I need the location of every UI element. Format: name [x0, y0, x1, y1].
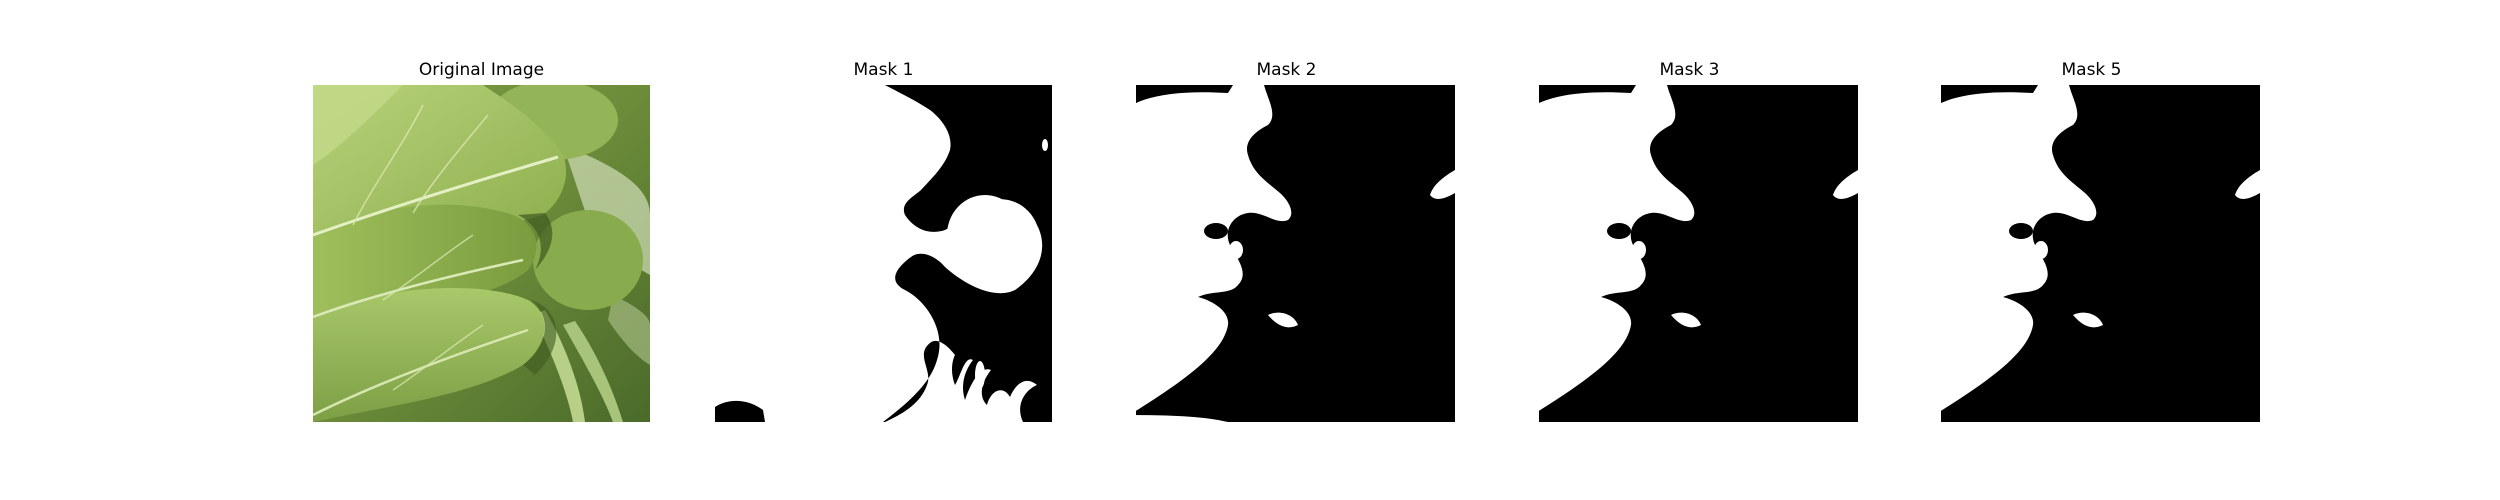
panel-title: Mask 1 [853, 60, 914, 80]
panel-mask-1: Mask 1 [715, 61, 1052, 422]
mask-2-image [1118, 85, 1455, 422]
mask-3-image [1521, 85, 1858, 422]
panel-original-image: Original Image [313, 61, 650, 422]
original-leaf-photo [313, 85, 650, 422]
panel-mask-3: Mask 3 [1521, 61, 1858, 422]
mask-5-image [1923, 85, 2260, 422]
panel-title: Mask 2 [1256, 60, 1317, 80]
mask-1-image [715, 85, 1052, 422]
panel-title: Mask 5 [2061, 60, 2122, 80]
panel-title: Mask 3 [1659, 60, 1720, 80]
panel-mask-2: Mask 2 [1118, 61, 1455, 422]
panel-mask-5: Mask 5 [1923, 61, 2260, 422]
panel-title: Original Image [418, 60, 545, 80]
